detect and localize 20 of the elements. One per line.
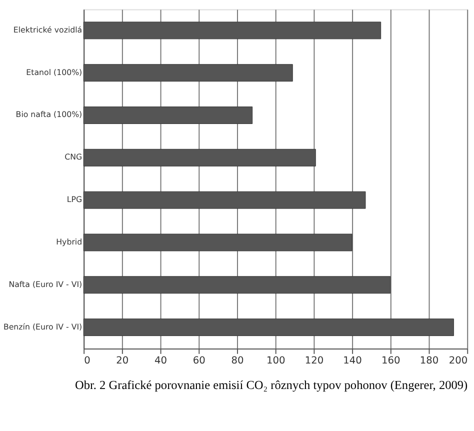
- x-tick-label: 20: [116, 356, 129, 367]
- x-tick-label: 140: [343, 356, 362, 367]
- y-tick-label: LPG: [66, 195, 82, 204]
- x-tick-label: 200: [448, 356, 468, 367]
- y-tick-label: Hybrid: [56, 237, 82, 246]
- x-tick-label: 160: [382, 356, 400, 367]
- y-tick-label: Bio nafta (100%): [16, 110, 82, 120]
- y-tick-label: Elektrické vozidlá: [13, 25, 82, 34]
- text: Obr. 2 Grafické porovnanie emisií CO₂ rôznych typov pohonov (Engerer, 2009): [75, 378, 468, 392]
- x-tick-label: 100: [266, 356, 286, 367]
- x-tick-label: 40: [154, 356, 168, 367]
- y-tick-label: Nafta (Euro IV - VI): [8, 280, 82, 289]
- y-tick-label: CNG: [64, 152, 82, 162]
- x-tick-label: 0: [84, 356, 90, 367]
- y-tick-label: Etanol (100%): [26, 68, 82, 77]
- x-tick-label: 120: [304, 356, 324, 367]
- x-tick-label: 60: [192, 356, 206, 367]
- y-tick-label: Benzín (Euro IV - VI): [3, 322, 82, 332]
- x-tick-label: 180: [420, 356, 439, 367]
- x-tick-label: 80: [231, 356, 244, 367]
